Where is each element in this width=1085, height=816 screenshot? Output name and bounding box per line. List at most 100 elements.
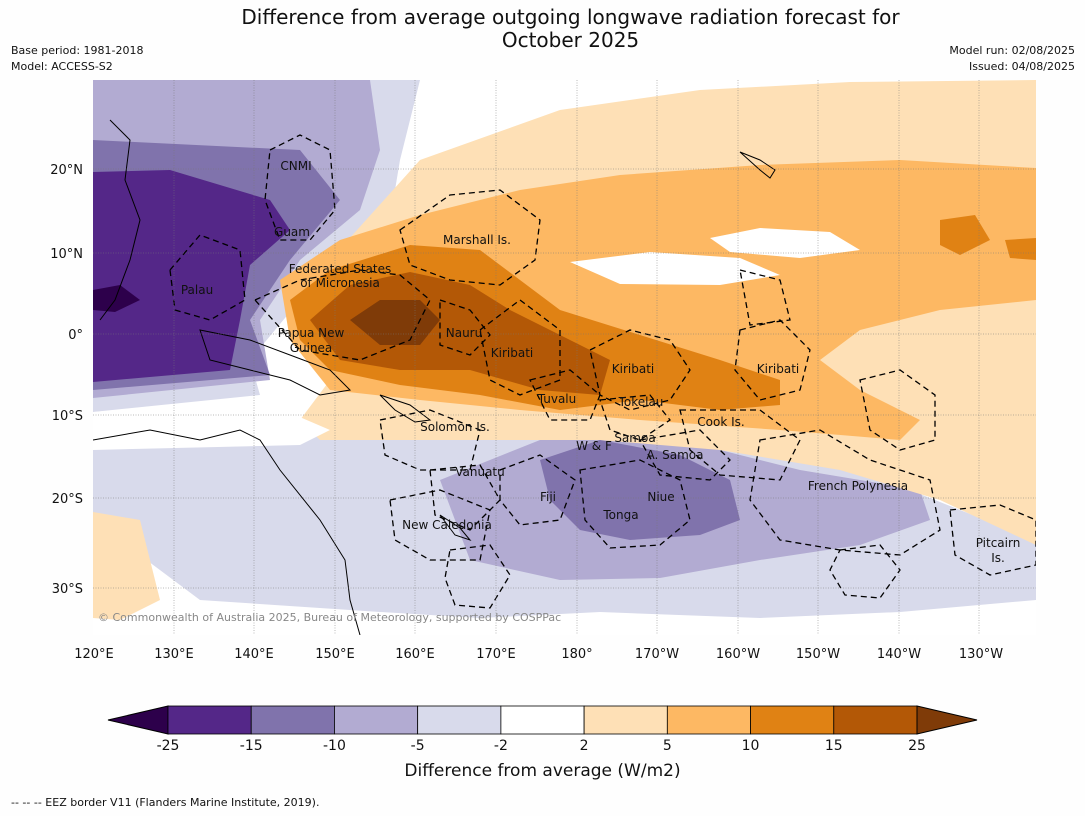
label-kiribati-central: Kiribati xyxy=(612,362,654,376)
colorbar-tick-label: -15 xyxy=(240,738,263,754)
lon-tick: 170°W xyxy=(635,647,679,662)
anomaly-field-dark-orange xyxy=(1005,238,1036,260)
label-vanuatu: Vanuatu xyxy=(455,465,505,479)
label-samoa: Samoa xyxy=(614,431,655,445)
model-name: Model: ACCESS-S2 xyxy=(11,60,113,73)
model-run: Model run: 02/08/2025 xyxy=(949,44,1075,57)
lon-tick: 140°W xyxy=(877,647,921,662)
lat-tick: 0° xyxy=(68,328,83,343)
eez-borders xyxy=(169,134,1036,609)
lon-tick: 120°E xyxy=(74,647,114,662)
colorbar-segment xyxy=(833,705,918,735)
label-new-caledonia: New Caledonia xyxy=(402,518,492,532)
label-fiji: Fiji xyxy=(540,490,556,504)
anomaly-field-darkest-brown xyxy=(350,300,440,345)
anomaly-field-neutral xyxy=(710,228,860,258)
label-tonga: Tonga xyxy=(602,508,638,522)
lon-tick: 160°E xyxy=(395,647,435,662)
lon-tick: 150°E xyxy=(315,647,355,662)
anomaly-map: CNMI Guam Palau Federated States of Micr… xyxy=(50,80,1036,662)
lon-tick: 150°W xyxy=(796,647,840,662)
anomaly-field-darkest-purple xyxy=(93,170,290,382)
meta-right: Model run: 02/08/2025 Issued: 04/08/2025 xyxy=(949,43,1075,75)
label-guam: Guam xyxy=(274,225,310,239)
lat-tick: 20°N xyxy=(50,163,83,178)
colorbar-segments xyxy=(167,705,918,735)
colorbar-segment xyxy=(417,705,502,735)
colorbar-segment xyxy=(583,705,668,735)
colorbar-segment xyxy=(250,705,335,735)
latitude-ticks: 20°N 10°N 0° 10°S 20°S 30°S xyxy=(50,163,83,597)
label-fsm-line1: Federated States xyxy=(289,262,391,276)
longitude-ticks: 120°E 130°E 140°E 150°E 160°E 170°E 180°… xyxy=(74,647,1003,662)
label-kiribati-east: Kiribati xyxy=(757,362,799,376)
anomaly-field-dark-orange xyxy=(940,215,990,255)
label-tuvalu: Tuvalu xyxy=(537,392,577,406)
colorbar-tick-label: 2 xyxy=(580,738,589,754)
label-marshall: Marshall Is. xyxy=(443,233,511,247)
philippines-coastline xyxy=(99,119,141,321)
colorbar-segment xyxy=(334,705,419,735)
lat-tick: 20°S xyxy=(52,492,83,507)
colorbar-tick-label: -2 xyxy=(494,738,508,754)
label-cook: Cook Is. xyxy=(697,415,744,429)
lon-tick: 130°W xyxy=(959,647,1003,662)
colorbar-tick-label: 10 xyxy=(742,738,760,754)
lon-tick: 140°E xyxy=(234,647,274,662)
colorbar-segment xyxy=(500,705,585,735)
colorbar-segment xyxy=(750,705,835,735)
map-canvas: CNMI Guam Palau Federated States of Micr… xyxy=(93,80,1036,635)
label-tokelau: Tokelau xyxy=(618,395,664,409)
copyright-notice: © Commonwealth of Australia 2025, Bureau… xyxy=(98,611,561,624)
label-kiribati-west: Kiribati xyxy=(491,346,533,360)
lon-tick: 160°W xyxy=(716,647,760,662)
title-line-1: Difference from average outgoing longwav… xyxy=(241,5,900,29)
anomaly-field-light-orange xyxy=(93,512,160,620)
label-wallis-futuna: W & F xyxy=(576,439,612,453)
base-period: Base period: 1981-2018 xyxy=(11,44,144,57)
meta-left: Base period: 1981-2018 Model: ACCESS-S2 xyxy=(11,43,143,75)
solomon-islands-coastline xyxy=(379,394,432,423)
label-pitcairn-line1: Pitcairn xyxy=(976,536,1021,550)
colorbar-extend-low xyxy=(107,705,169,735)
anomaly-field-neutral xyxy=(93,400,330,450)
colorbar-label: Difference from average (W/m2) xyxy=(404,761,681,781)
lon-tick: 180° xyxy=(561,647,592,662)
colorbar-tick-label: 5 xyxy=(663,738,672,754)
label-solomon: Solomon Is. xyxy=(420,420,490,434)
label-nauru: Nauru xyxy=(446,326,482,340)
label-palau: Palau xyxy=(181,283,213,297)
colorbar-segment xyxy=(666,705,751,735)
anomaly-field-core-purple xyxy=(93,285,140,312)
colorbar-tick-label: -5 xyxy=(411,738,425,754)
label-fsm-line2: of Micronesia xyxy=(300,276,380,290)
colorbar-segment xyxy=(167,705,252,735)
title-line-2: October 2025 xyxy=(501,28,640,52)
colorbar-tick-label: -25 xyxy=(157,738,180,754)
lon-tick: 130°E xyxy=(154,647,194,662)
colorbar-tick-label: 15 xyxy=(825,738,843,754)
colorbar-tick-label: 25 xyxy=(908,738,926,754)
eez-border-legend: -- -- -- EEZ border V11 (Flanders Marine… xyxy=(11,796,320,809)
issued-date: Issued: 04/08/2025 xyxy=(968,60,1075,73)
chart-title: Difference from average outgoing longwav… xyxy=(0,6,1085,52)
label-png-line1: Papua New xyxy=(278,326,345,340)
label-pitcairn-line2: Is. xyxy=(991,551,1005,565)
label-cnmi: CNMI xyxy=(280,159,311,173)
new-caledonia-coastline xyxy=(439,514,472,542)
anomaly-field-deep-purple xyxy=(540,440,740,540)
graticule xyxy=(93,80,1036,635)
colorbar-tick-label: -10 xyxy=(323,738,346,754)
hawaii-coastline xyxy=(739,151,776,179)
anomaly-field-neutral xyxy=(570,252,780,285)
colorbar-extend-high xyxy=(916,705,978,735)
label-png-line2: Guinea xyxy=(290,341,333,355)
label-niue: Niue xyxy=(647,490,674,504)
label-american-samoa: A. Samoa xyxy=(647,448,704,462)
label-french-polynesia: French Polynesia xyxy=(808,479,908,493)
lat-tick: 10°N xyxy=(50,247,83,262)
australia-coastline xyxy=(93,429,361,635)
lon-tick: 170°E xyxy=(476,647,516,662)
lat-tick: 30°S xyxy=(52,582,83,597)
colorbar-ticks: -25 -15 -10 -5 -2 2 5 10 15 25 xyxy=(157,738,926,754)
